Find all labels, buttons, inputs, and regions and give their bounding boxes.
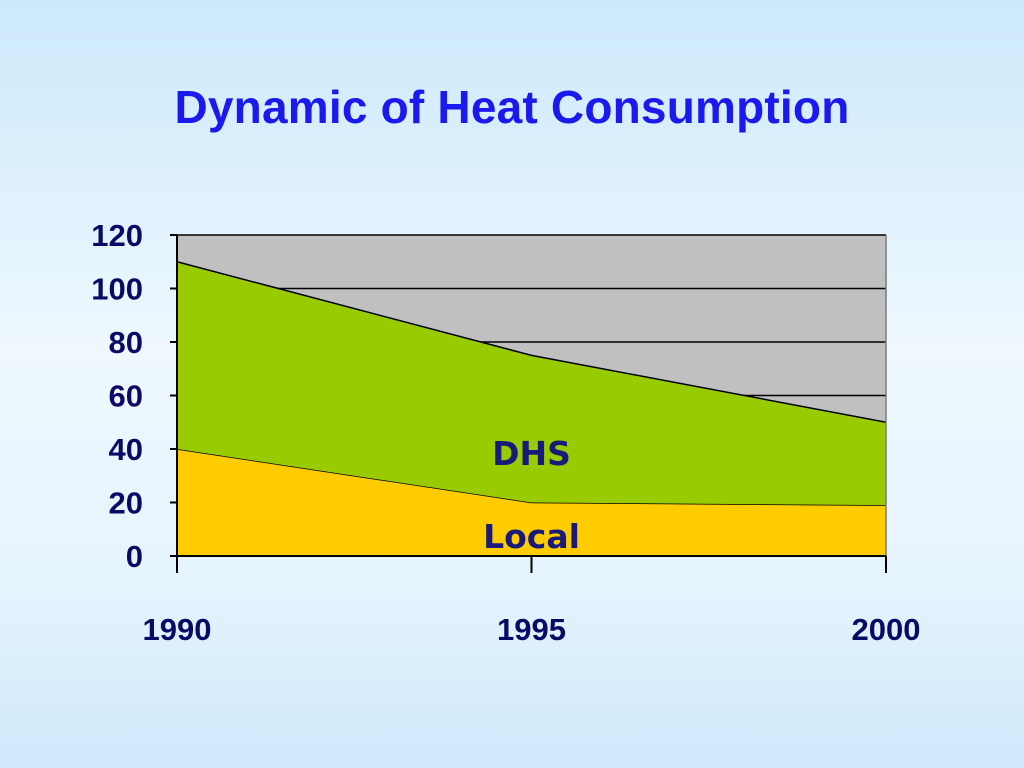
y-tick-label: 100 [91, 272, 143, 307]
y-tick-labels: 0 20 40 60 80 100 120 [91, 218, 143, 574]
x-tick-label: 1990 [143, 612, 212, 647]
chart-title: Dynamic of Heat Consumption [174, 81, 850, 133]
series-labels: Local DHS [483, 434, 580, 556]
series-label-local: Local [483, 517, 580, 556]
y-tick-label: 40 [109, 432, 143, 467]
series-label-dhs: DHS [492, 434, 571, 473]
x-tick-label: 2000 [852, 612, 921, 647]
area-edge-dhs [176, 261, 887, 423]
series-areas [176, 261, 887, 556]
area-dhs [177, 261, 886, 506]
axes [170, 234, 887, 573]
y-tick-label: 20 [109, 486, 143, 521]
y-tick-label: 60 [109, 379, 143, 414]
y-tick-label: 0 [126, 539, 143, 574]
y-tick-label: 80 [109, 325, 143, 360]
x-tick-label: 1995 [497, 612, 566, 647]
x-tick-labels: 1990 1995 2000 [143, 612, 921, 647]
y-tick-label: 120 [91, 218, 143, 253]
